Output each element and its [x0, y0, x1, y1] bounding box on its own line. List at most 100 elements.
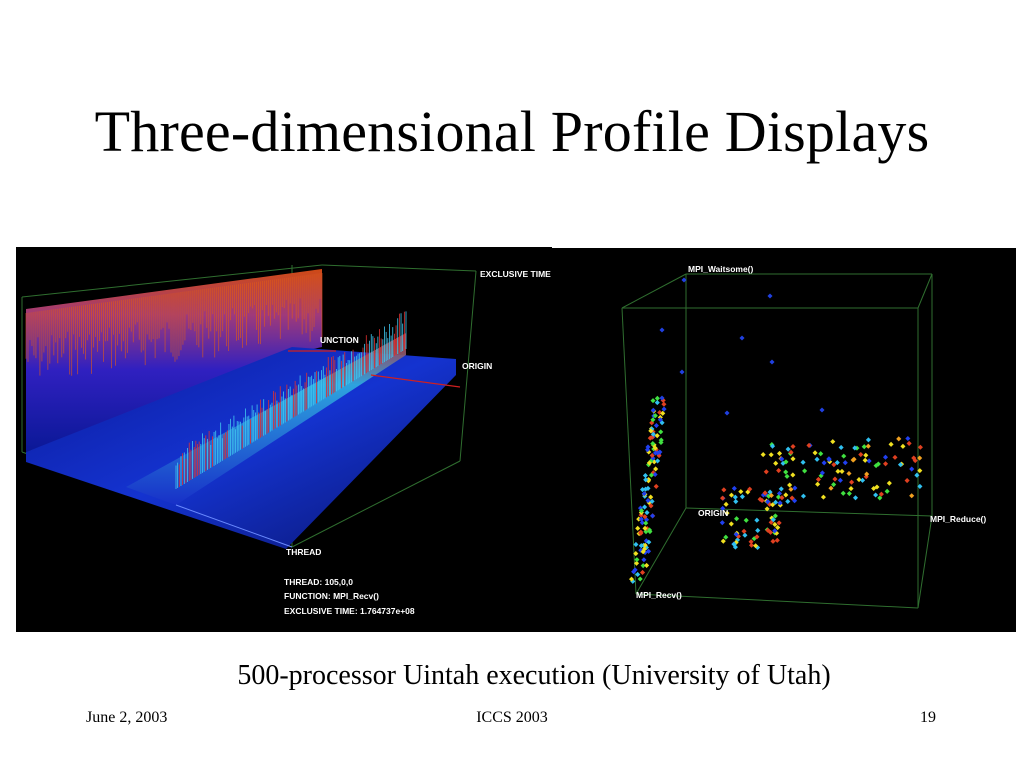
scatter-point	[748, 539, 754, 545]
scatter-point	[634, 557, 640, 563]
axis-label-thread: THREAD	[286, 547, 321, 557]
scatter-point	[818, 451, 824, 457]
scatter-point	[909, 493, 915, 499]
scatter-point	[650, 398, 656, 404]
scatter-point	[900, 443, 906, 449]
scatter-point	[728, 521, 734, 527]
scatter-point	[819, 470, 825, 476]
scatter-point	[777, 500, 783, 506]
scatter-point	[747, 486, 753, 492]
scatter-point	[837, 477, 843, 483]
scatter-point	[862, 457, 868, 463]
scatter-point	[661, 406, 667, 412]
info-function: FUNCTION: MPI_Recv()	[284, 591, 379, 601]
scatter-points	[628, 277, 923, 584]
scatter-point	[865, 437, 871, 443]
scatter-point	[739, 335, 745, 341]
scatter-point	[841, 453, 847, 459]
scatter-point	[779, 495, 785, 501]
back-wall-spikes	[25, 269, 323, 452]
scatter-point	[846, 470, 852, 477]
footer-conference: ICCS 2003	[476, 709, 548, 726]
scatter-point	[770, 538, 776, 544]
scatter-point	[657, 449, 663, 455]
scatter-point	[802, 468, 808, 474]
scatter-point	[861, 444, 867, 450]
axis-label-mpi-recv: MPI_Recv()	[636, 590, 682, 600]
scatter-point	[831, 481, 837, 488]
scatter-point	[635, 571, 641, 578]
scatter-point	[720, 495, 726, 501]
footer-date: June 2, 2003	[86, 709, 168, 726]
scatter-point	[842, 460, 848, 466]
slide-title: Three-dimensional Profile Displays	[94, 99, 930, 164]
scatter-point	[776, 467, 782, 474]
scatter-point	[652, 450, 658, 456]
scatter-point	[892, 454, 898, 460]
scatter-point	[909, 466, 915, 472]
scatter-point	[859, 477, 866, 483]
scatter-point	[820, 494, 826, 500]
scatter-point	[784, 473, 790, 479]
origin-marker-lines	[288, 350, 461, 388]
scatter-point	[790, 472, 796, 478]
scatter-point	[644, 510, 650, 516]
scatter-point	[642, 504, 648, 510]
scatter-point	[654, 395, 660, 401]
scatter-point	[884, 488, 890, 494]
scatter-point	[654, 400, 660, 406]
scatter-point	[778, 486, 784, 492]
scatter-point	[764, 506, 770, 512]
scatter-point	[776, 520, 782, 526]
scatter-point	[719, 520, 725, 526]
scatter-point	[767, 293, 773, 299]
scatter-point	[642, 472, 648, 479]
scatter-point	[839, 468, 845, 474]
scatter-point	[886, 480, 892, 486]
scatter-point	[649, 513, 656, 519]
scatter-point	[789, 495, 795, 501]
scatter-point	[830, 439, 836, 445]
axis-label-mpi-waitsome: MPI_Waitsome()	[688, 264, 754, 274]
scatter-point	[776, 450, 783, 456]
scatter-point	[914, 472, 920, 478]
scatter-point	[790, 456, 796, 462]
slide-caption: 500-processor Uintah execution (Universi…	[237, 660, 831, 691]
axis-label-function: UNCTION	[320, 335, 359, 345]
scatter-point	[760, 452, 766, 458]
scatter-point	[723, 501, 729, 507]
scatter-point	[917, 444, 923, 450]
scatter-point	[733, 499, 739, 505]
scatter-point	[888, 441, 894, 447]
scatter-point	[661, 401, 667, 407]
scatter-point	[724, 410, 730, 416]
axis-label-scatter-origin: ORIGIN	[698, 508, 728, 518]
scatter-point	[858, 452, 864, 458]
scatter-point	[741, 528, 747, 534]
profile-3d-surface-view[interactable]: EXCLUSIVE TIME UNCTION ORIGIN THREAD THR…	[16, 247, 552, 632]
profile-3d-scatter-view[interactable]: MPI_Waitsome() ORIGIN MPI_Reduce() MPI_R…	[552, 248, 1016, 632]
scatter-point	[769, 359, 775, 365]
scatter-point	[865, 443, 871, 449]
scatter-point	[873, 492, 879, 498]
ridge-spikes	[126, 311, 407, 505]
scatter-point	[774, 537, 780, 543]
scatter-point	[815, 481, 821, 487]
scatter-point	[864, 471, 870, 477]
scatter-point	[815, 476, 821, 482]
scatter-point	[648, 428, 654, 434]
scatter-point	[765, 499, 771, 505]
scatter-point	[866, 458, 872, 464]
scatter-point	[783, 469, 789, 475]
scatter-point	[681, 277, 687, 283]
axis-label-exclusive-time: EXCLUSIVE TIME	[480, 269, 551, 279]
scatter-point	[634, 560, 640, 566]
axis-label-mpi-reduce: MPI_Reduce()	[930, 514, 986, 524]
scatter-point	[821, 460, 827, 466]
scatter-point	[754, 517, 760, 523]
scatter-point	[773, 460, 779, 466]
scatter-point	[904, 478, 910, 484]
scatter-point	[792, 498, 798, 504]
scatter-point	[812, 450, 818, 456]
scatter-point	[848, 486, 854, 492]
